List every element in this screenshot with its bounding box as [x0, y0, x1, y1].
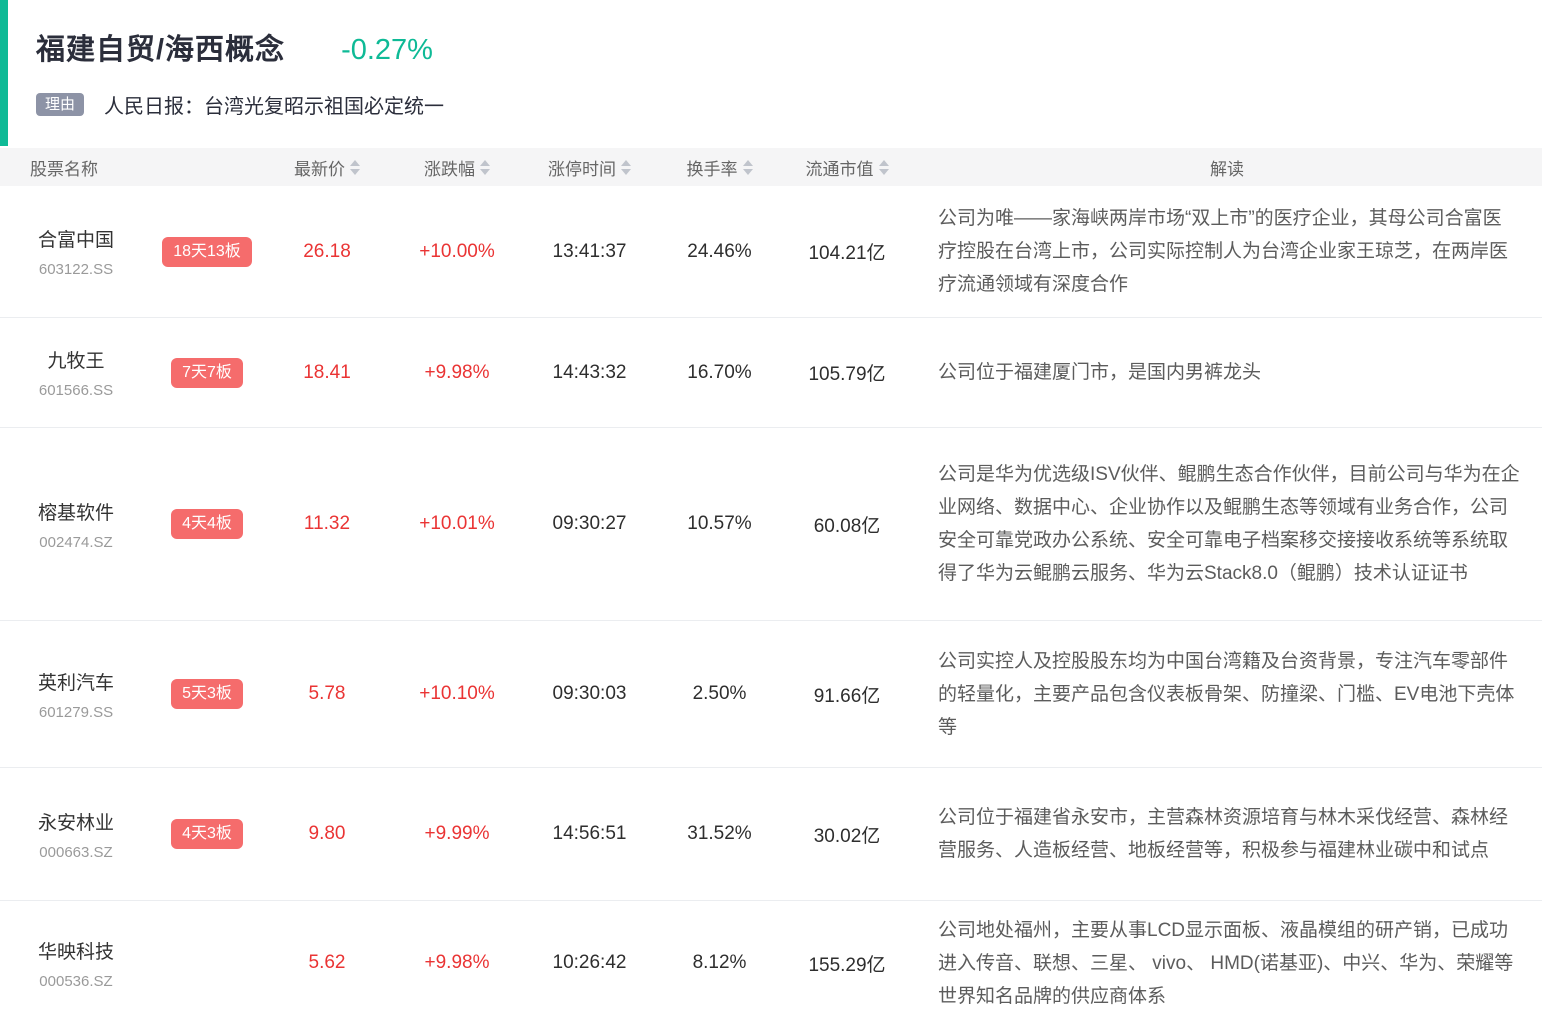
sort-icon[interactable]	[878, 159, 889, 175]
limit-up-time: 13:41:37	[552, 240, 627, 262]
turnover-rate: 8.12%	[692, 952, 747, 973]
turnover-rate: 10.57%	[687, 513, 752, 534]
market-cap: 60.08亿	[813, 515, 881, 537]
table-row[interactable]: 九牧王 601566.SS 7天7板 18.41 +9.98% 14:43:32…	[0, 318, 1542, 428]
stock-name[interactable]: 永安林业	[37, 812, 114, 834]
stock-name[interactable]: 榕基软件	[37, 502, 114, 524]
change-percent: +9.99%	[424, 823, 490, 844]
sort-icon[interactable]	[480, 159, 490, 175]
stock-name-cell[interactable]: 英利汽车 601279.SS	[0, 668, 152, 721]
latest-price: 5.62	[308, 952, 346, 973]
sort-icon[interactable]	[742, 159, 753, 175]
stock-name-cell[interactable]: 华映科技 000536.SZ	[0, 937, 152, 990]
turnover-rate: 16.70%	[687, 361, 752, 383]
market-cap: 105.79亿	[808, 364, 886, 385]
table-row[interactable]: 华映科技 000536.SZ 5.62 +9.98% 10:26:42 8.12…	[0, 901, 1542, 1025]
turnover-rate: 24.46%	[687, 240, 752, 262]
table-header: 股票名称 最新价 涨跌幅 涨停时间 换手率 流通市值 解读	[0, 148, 1542, 186]
stock-code: 002474.SZ	[39, 533, 113, 551]
board-header: 福建自贸/海西概念 -0.27% 理由 人民日报：台湾光复昭示祖国必定统一	[0, 0, 1542, 148]
column-header-limit-up-time[interactable]: 涨停时间	[522, 155, 657, 180]
market-cap: 30.02亿	[813, 825, 881, 847]
limit-up-time: 14:43:32	[552, 361, 627, 383]
stock-name-cell[interactable]: 榕基软件 002474.SZ	[0, 498, 152, 551]
limit-up-time: 09:30:03	[552, 683, 627, 704]
limit-up-time: 10:26:42	[552, 952, 627, 973]
stock-code: 000536.SZ	[39, 972, 113, 990]
stock-name-cell[interactable]: 永安林业 000663.SZ	[0, 808, 152, 861]
interpretation-text: 公司为唯——家海峡两岸市场“双上市”的医疗企业，其母公司合富医疗控股在台湾上市，…	[938, 208, 1509, 295]
latest-price: 18.41	[303, 361, 351, 383]
stock-name[interactable]: 华映科技	[37, 941, 114, 963]
stock-name[interactable]: 英利汽车	[37, 672, 114, 694]
stock-code: 601279.SS	[38, 703, 114, 721]
limit-up-time: 09:30:27	[552, 513, 627, 534]
limit-up-badge: 4天4板	[171, 509, 243, 539]
stock-name[interactable]: 合富中国	[37, 230, 114, 251]
table-row[interactable]: 合富中国 603122.SS 18天13板 26.18 +10.00% 13:4…	[0, 186, 1542, 318]
limit-up-badge: 4天3板	[171, 819, 243, 849]
change-percent: +10.10%	[419, 683, 495, 704]
limit-up-badge: 5天3板	[171, 679, 243, 709]
reason-badge: 理由	[36, 93, 85, 116]
latest-price: 11.32	[303, 513, 351, 534]
board-change-percent: -0.27%	[341, 34, 433, 66]
table-row[interactable]: 英利汽车 601279.SS 5天3板 5.78 +10.10% 09:30:0…	[0, 621, 1542, 768]
market-cap: 155.29亿	[808, 954, 886, 976]
stock-code: 000663.SZ	[39, 843, 113, 861]
interpretation-text: 公司位于福建省永安市，主营森林资源培育与林木采伐经营、森林经营服务、人造板经营、…	[938, 807, 1509, 861]
interpretation-text: 公司位于福建厦门市，是国内男裤龙头	[938, 362, 1262, 383]
change-percent: +10.00%	[419, 240, 495, 262]
column-header-latest-price[interactable]: 最新价	[262, 155, 392, 180]
turnover-rate: 31.52%	[687, 823, 752, 844]
table-row[interactable]: 永安林业 000663.SZ 4天3板 9.80 +9.99% 14:56:51…	[0, 768, 1542, 901]
stock-name-cell[interactable]: 合富中国 603122.SS	[0, 225, 152, 278]
limit-up-badge: 7天7板	[171, 357, 243, 388]
page-title: 福建自贸/海西概念	[36, 34, 286, 66]
accent-bar	[0, 0, 8, 146]
column-header-turnover-rate[interactable]: 换手率	[657, 155, 782, 180]
change-percent: +9.98%	[424, 361, 490, 383]
column-header-stock-name: 股票名称	[30, 159, 98, 179]
reason-text: 人民日报：台湾光复昭示祖国必定统一	[104, 96, 445, 118]
turnover-rate: 2.50%	[692, 683, 747, 704]
stock-code: 601566.SS	[38, 382, 114, 399]
sort-icon[interactable]	[621, 159, 631, 175]
interpretation-text: 公司是华为优选级ISV伙伴、鲲鹏生态合作伙伴，目前公司与华为在企业网络、数据中心…	[938, 464, 1520, 584]
stock-table-body: 合富中国 603122.SS 18天13板 26.18 +10.00% 13:4…	[0, 186, 1542, 1025]
column-header-change-percent[interactable]: 涨跌幅	[392, 155, 522, 180]
interpretation-text: 公司实控人及控股股东均为中国台湾籍及台资背景，专注汽车零部件的轻量化，主要产品包…	[938, 650, 1515, 738]
interpretation-text: 公司地处福州，主要从事LCD显示面板、液晶模组的研产销，已成功进入传音、联想、三…	[938, 919, 1514, 1007]
column-header-market-cap[interactable]: 流通市值	[782, 155, 912, 180]
change-percent: +9.98%	[424, 952, 490, 973]
latest-price: 26.18	[303, 240, 351, 262]
stock-name[interactable]: 九牧王	[47, 351, 105, 372]
limit-up-time: 14:56:51	[552, 823, 627, 844]
market-cap: 104.21亿	[808, 243, 886, 264]
stock-code: 603122.SS	[38, 261, 114, 278]
table-row[interactable]: 榕基软件 002474.SZ 4天4板 11.32 +10.01% 09:30:…	[0, 428, 1542, 621]
column-header-interpretation: 解读	[1210, 159, 1244, 179]
latest-price: 9.80	[308, 823, 346, 844]
limit-up-badge: 18天13板	[162, 236, 252, 267]
latest-price: 5.78	[308, 683, 346, 704]
stock-name-cell[interactable]: 九牧王 601566.SS	[0, 346, 152, 399]
sort-icon[interactable]	[350, 159, 360, 175]
change-percent: +10.01%	[419, 513, 495, 534]
market-cap: 91.66亿	[813, 685, 881, 707]
